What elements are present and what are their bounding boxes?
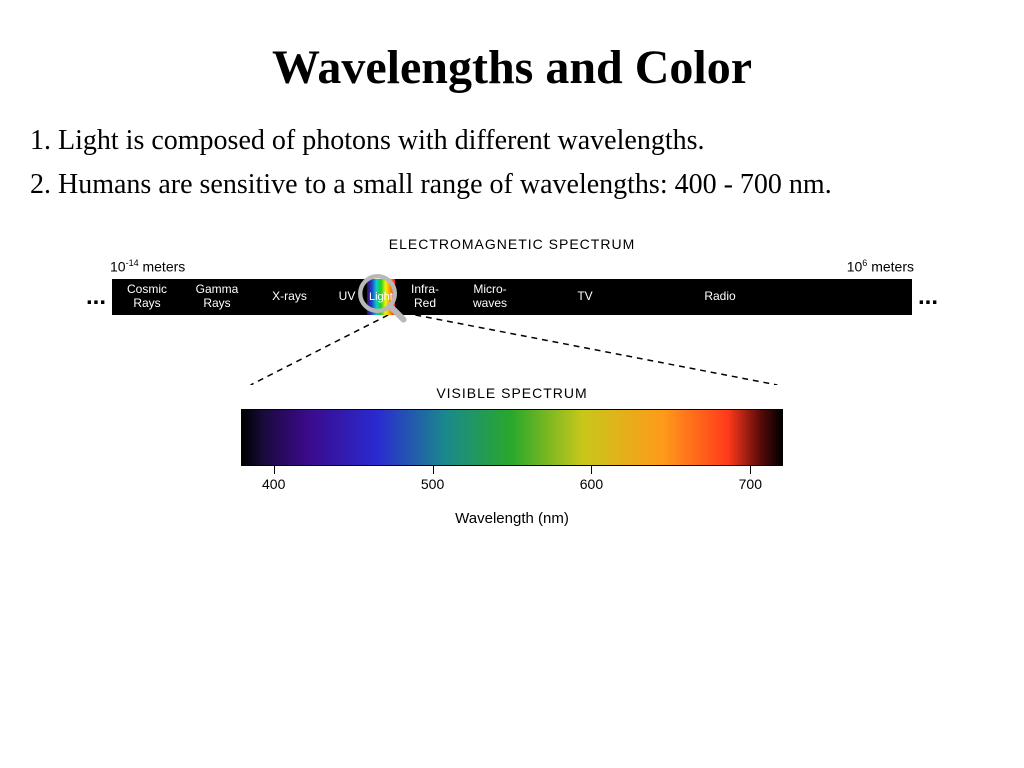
ellipsis-right: ... — [912, 279, 944, 315]
slide-title: Wavelengths and Color — [20, 40, 1004, 95]
em-segment: Micro-waves — [455, 283, 525, 309]
em-light-label: Light — [369, 291, 393, 303]
axis-label: Wavelength (nm) — [80, 510, 944, 527]
em-segment: Radio — [645, 290, 795, 303]
em-scale-row: 10-14 meters 106 meters — [80, 258, 944, 279]
em-segment: Infra-Red — [395, 283, 455, 309]
tick-label: 700 — [739, 476, 762, 492]
tick-label: 600 — [580, 476, 603, 492]
em-segment: TV — [525, 290, 645, 303]
em-segment-light: Light — [367, 279, 395, 315]
slide: Wavelengths and Color 1. Light is compos… — [0, 0, 1024, 547]
em-segment: CosmicRays — [112, 283, 182, 309]
zoom-lines — [112, 315, 912, 385]
em-bar: CosmicRaysGammaRaysX-raysUVLightInfra-Re… — [112, 279, 912, 315]
bullet-2: 2. Humans are sensitive to a small range… — [30, 169, 1004, 201]
tick-label: 500 — [421, 476, 444, 492]
em-right-scale: 106 meters — [847, 258, 914, 275]
diagram: ELECTROMAGNETIC SPECTRUM 10-14 meters 10… — [20, 236, 1004, 527]
ticks: 400 500 600 700 — [242, 476, 782, 492]
em-segment: UV — [327, 290, 367, 303]
visible-spectrum-title: VISIBLE SPECTRUM — [80, 385, 944, 401]
em-spectrum-title: ELECTROMAGNETIC SPECTRUM — [80, 236, 944, 252]
tick-label: 400 — [262, 476, 285, 492]
visible-spectrum-bar — [241, 409, 783, 466]
bullet-1: 1. Light is composed of photons with dif… — [30, 125, 1004, 157]
em-bar-row: ... CosmicRaysGammaRaysX-raysUVLightInfr… — [80, 279, 944, 315]
visible-bar-wrap — [80, 409, 944, 466]
em-left-scale: 10-14 meters — [110, 258, 185, 275]
em-segment: X-rays — [252, 290, 327, 303]
ellipsis-left: ... — [80, 279, 112, 315]
em-segment: GammaRays — [182, 283, 252, 309]
ticks-row: 400 500 600 700 — [80, 466, 944, 492]
